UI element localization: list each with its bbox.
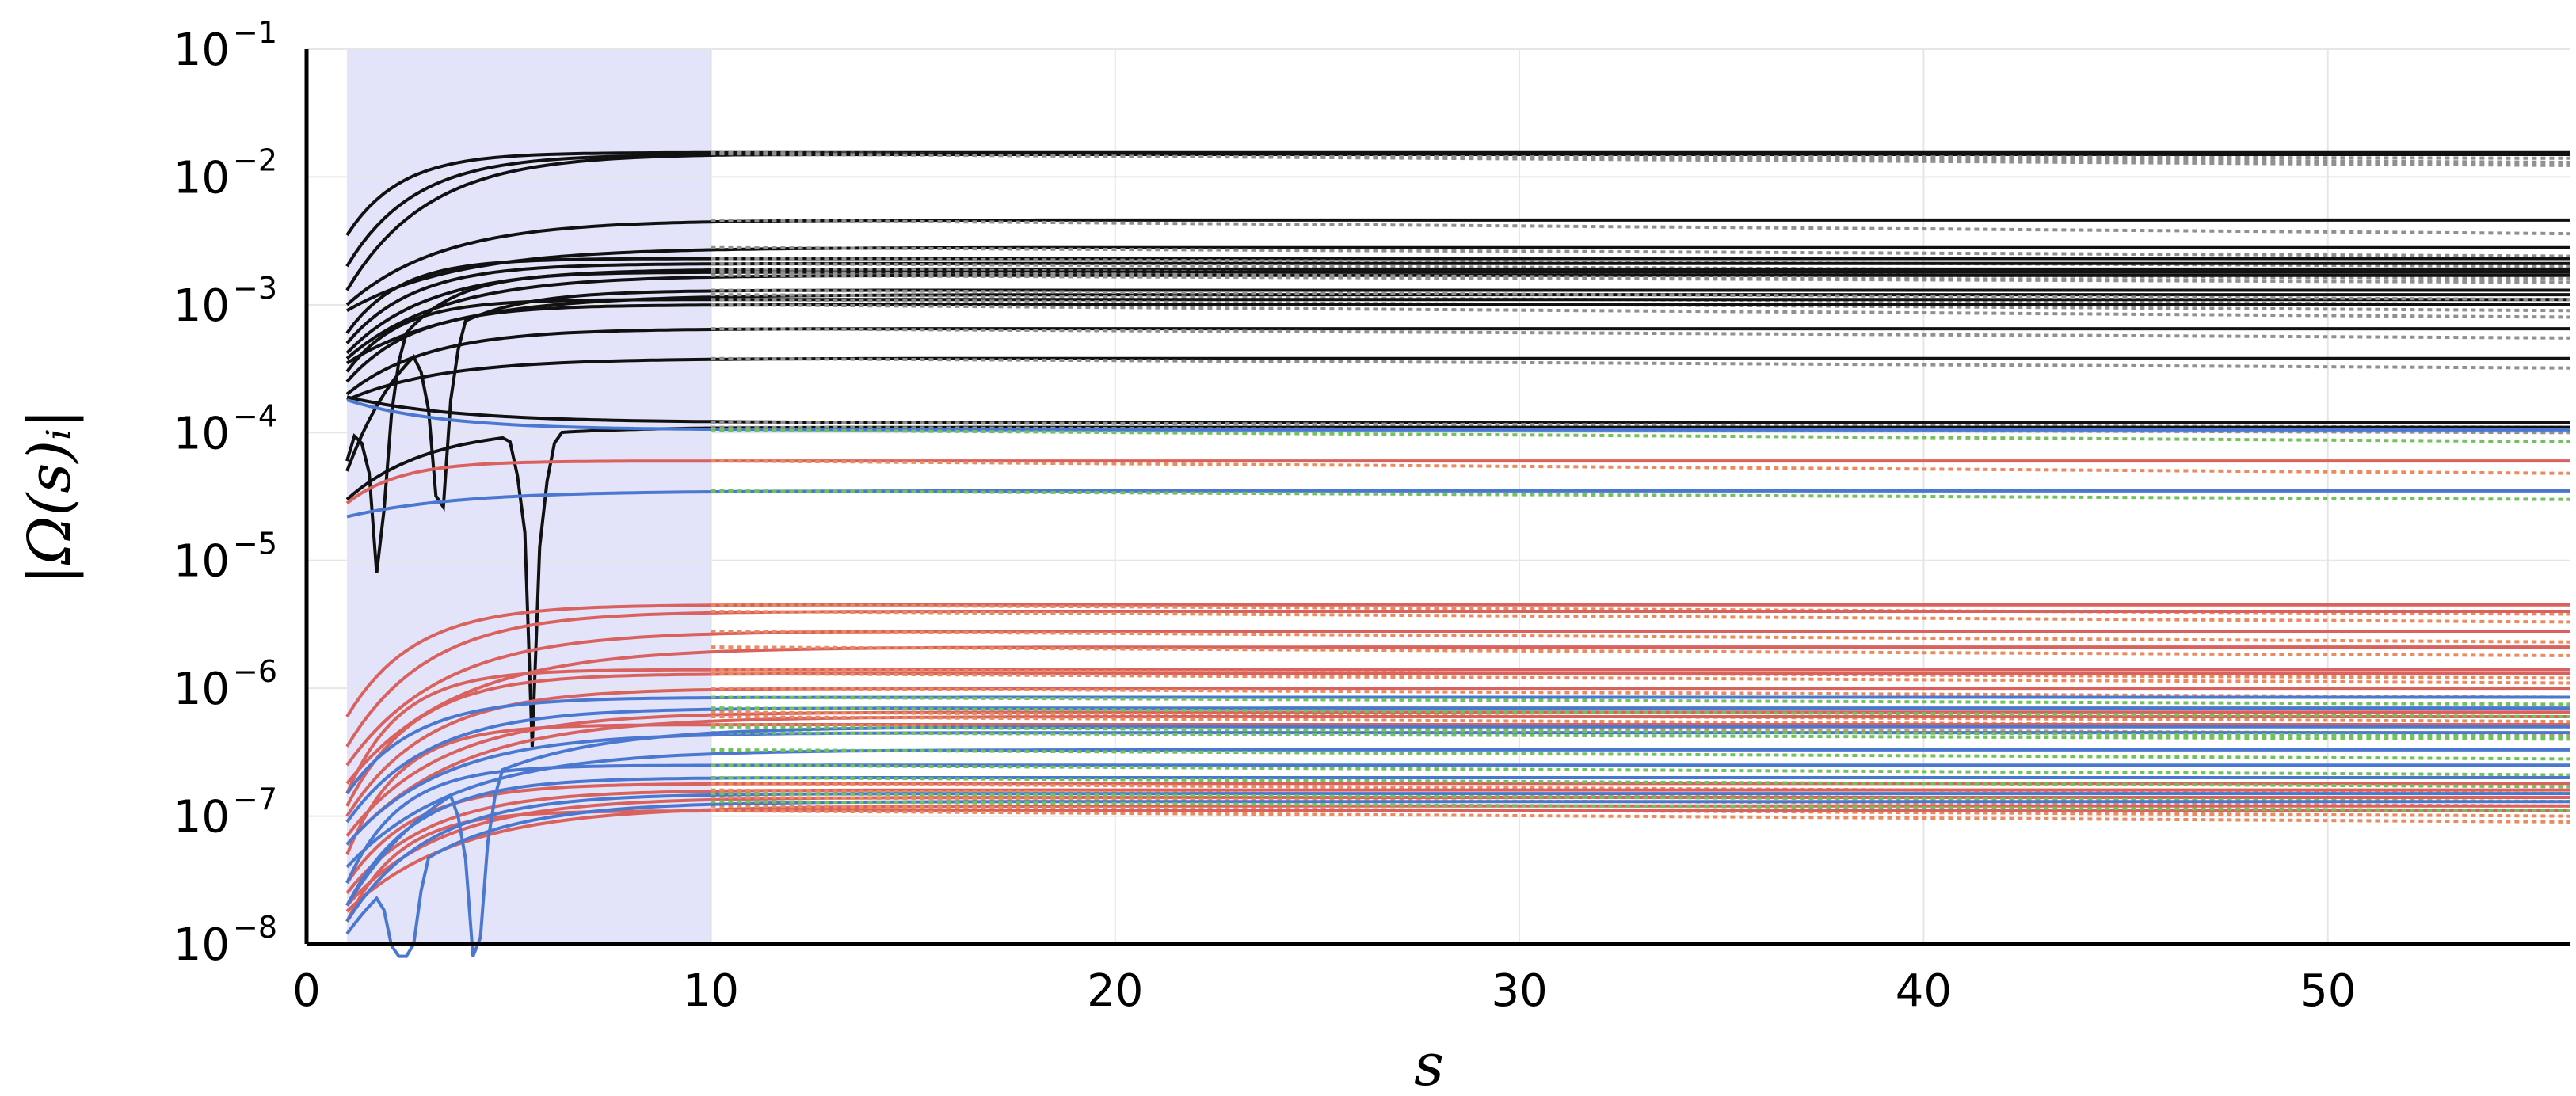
y-tick-exponent: −8 [233,910,277,945]
series-line [346,489,2570,519]
series-line [345,603,2570,718]
series-line [345,782,2570,885]
y-tick-label: 10 [173,536,230,588]
series-line [345,459,2570,505]
series-line [345,672,2570,807]
series-line [345,731,2570,846]
series-line [345,695,2570,795]
y-tick-label: 10 [173,280,230,332]
series-line [346,395,2570,424]
x-tick-label: 0 [292,965,321,1017]
series-line [345,267,2570,355]
series-line [345,303,2570,383]
series-line [345,261,2570,344]
series-dotted-line [711,218,2571,236]
series-line [345,687,2570,817]
y-tick-label: 10 [173,792,230,843]
series-line [345,270,2570,574]
x-tick-label: 20 [1087,965,1143,1017]
series-line [345,763,2570,884]
x-tick-label: 10 [683,965,739,1017]
series-line [345,710,2570,837]
series-line [345,152,2570,291]
series-line [345,809,2570,923]
series-line [345,668,2570,794]
series-line [345,776,2570,907]
series-line [345,706,2570,824]
y-tick-exponent: −4 [233,398,277,433]
series-dotted-line [711,630,2571,644]
y-tick-exponent: −6 [233,654,277,689]
x-tick-label: 30 [1491,965,1547,1017]
series-line [346,398,2570,432]
y-tick-label: 10 [173,25,230,76]
series-lines [345,150,2571,958]
series-line [345,610,2570,748]
series-line [345,725,2570,957]
series-line [345,218,2570,306]
axes [304,49,2570,946]
series-line [345,327,2570,396]
series-dotted-line [711,459,2571,475]
y-axis-label: |Ω(s)ᵢ| [16,409,84,584]
y-tick-label: 10 [173,152,230,204]
y-tick-label: 10 [173,664,230,715]
x-tick-label: 40 [1896,965,1952,1017]
series-line [345,796,2570,907]
series-line [345,788,2570,895]
x-tick-label: 50 [2300,965,2356,1017]
series-dotted-line [711,303,2571,319]
series-line [345,273,2570,360]
series-line [345,293,2570,365]
series-line [345,800,2570,958]
series-line [345,298,2570,373]
series-line [345,723,2570,855]
series-line [345,257,2570,334]
series-line [345,645,2570,785]
series-line [345,630,2570,767]
y-tick-exponent: −7 [233,782,277,817]
y-tick-exponent: −5 [233,527,277,561]
series-line [345,792,2570,923]
y-tick-label: 10 [173,919,230,971]
y-tick-exponent: −3 [233,271,277,306]
y-tick-exponent: −2 [233,143,277,177]
y-tick-label: 10 [173,408,230,459]
x-axis-label: s [1414,1031,1444,1096]
series-line [345,288,2570,512]
series-line [345,715,2570,846]
series-line [346,356,2570,401]
series-line [345,748,2570,869]
y-tick-exponent: −1 [233,15,277,50]
series-line [346,245,2570,312]
